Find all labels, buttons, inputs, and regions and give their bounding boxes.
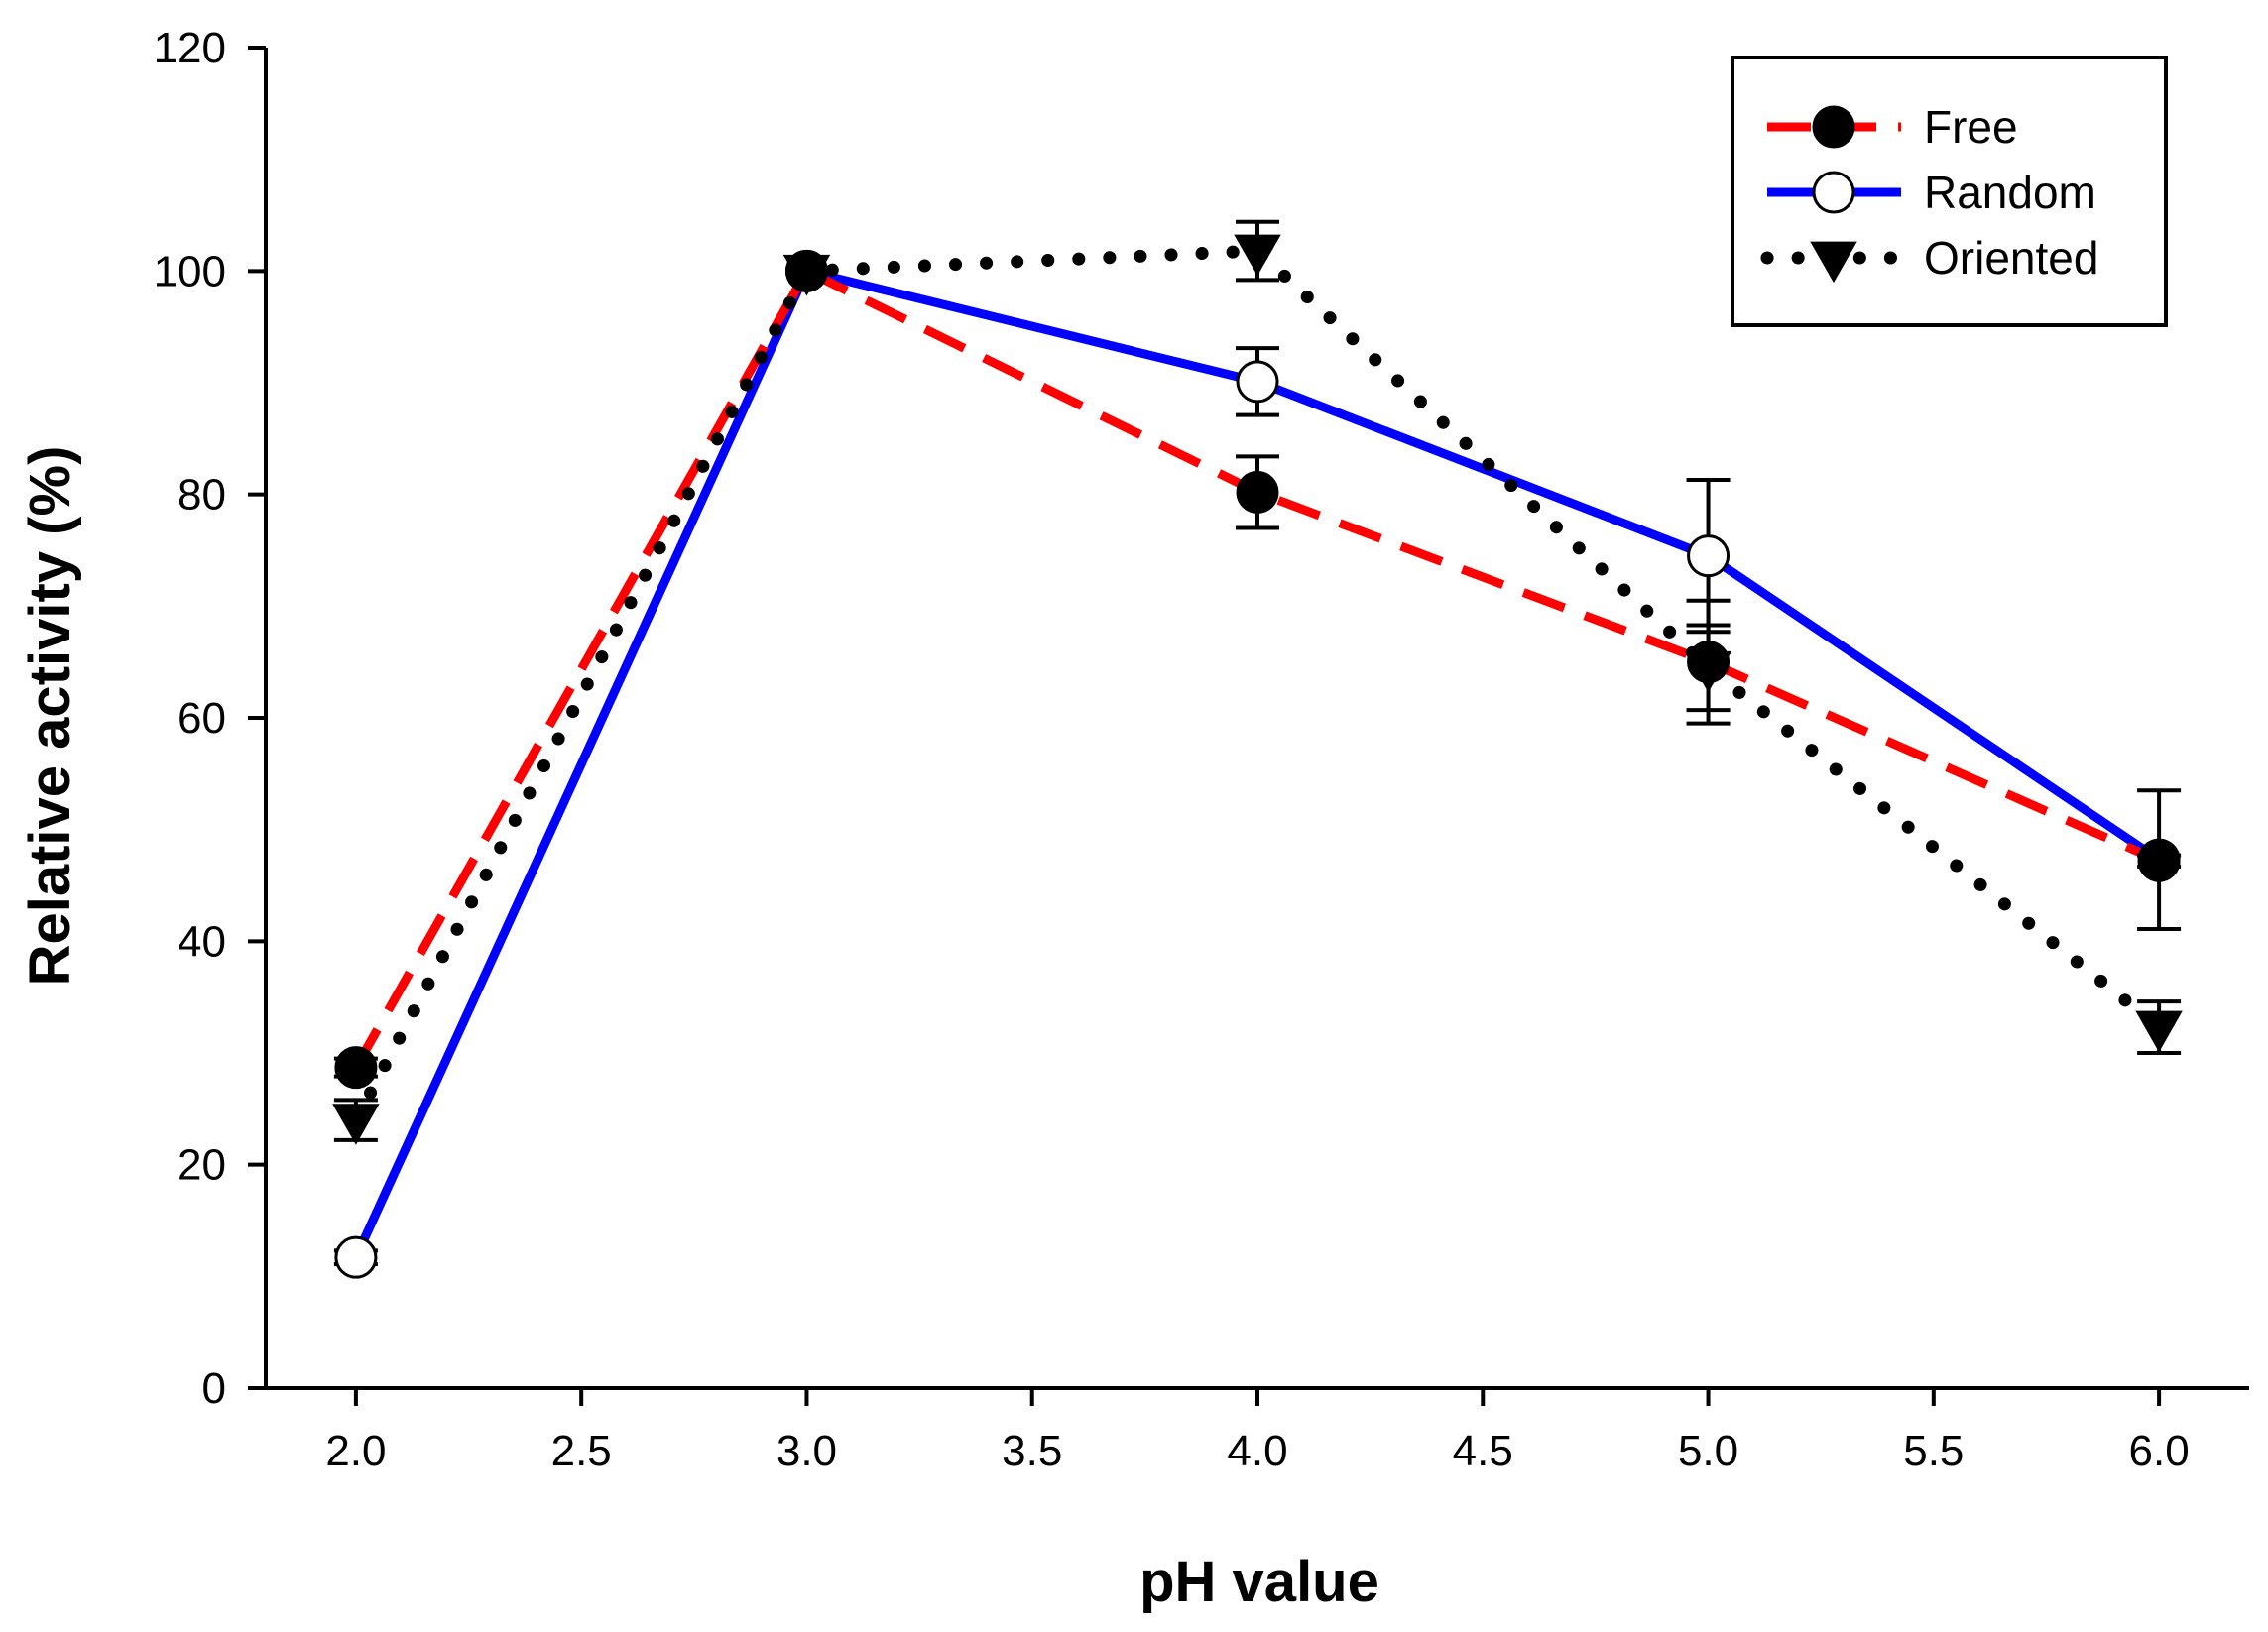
y-tick-label: 20	[178, 1141, 226, 1190]
y-tick-label: 0	[202, 1364, 226, 1413]
data-point	[1687, 534, 1731, 578]
x-tick-label: 3.0	[776, 1427, 837, 1475]
data-point	[782, 254, 831, 296]
y-tick-label: 60	[178, 694, 226, 743]
y-tick-label: 100	[154, 247, 226, 295]
legend: Free Random Oriented	[1731, 56, 2168, 327]
series-free-error-bars	[333, 454, 2182, 1079]
data-point	[334, 1235, 378, 1279]
series-oriented-markers	[332, 234, 2183, 1145]
series-random-line-group	[351, 266, 2162, 1260]
data-point	[1236, 360, 1279, 404]
x-tick-label: 3.5	[1002, 1427, 1062, 1475]
ticks: 2.0 2.5 3.0 3.5 4.0 4.5 5.0 5.5 6.0 0 20 40 60 80 100 1…	[154, 24, 2190, 1475]
legend-label: Free	[1924, 101, 2018, 153]
data-point	[2135, 1010, 2183, 1053]
x-tick-label: 2.5	[551, 1427, 612, 1475]
data-point	[332, 1104, 380, 1145]
x-tick-label: 2.0	[325, 1427, 386, 1475]
x-axis-title: pH value	[1139, 1550, 1379, 1614]
y-tick-label: 40	[178, 917, 226, 966]
series-random-line	[351, 266, 2162, 1260]
x-tick-label: 5.0	[1678, 1427, 1738, 1475]
data-point	[1684, 650, 1732, 693]
x-tick-label: 5.5	[1903, 1427, 1964, 1475]
data-point	[334, 1046, 378, 1090]
legend-item-free: Free	[1767, 101, 2018, 153]
y-axis-title: Relative activity (%)	[18, 446, 82, 987]
legend-label: Oriented	[1924, 232, 2098, 284]
legend-item-random: Random	[1767, 167, 2096, 218]
legend-item-oriented: Oriented	[1760, 232, 2098, 284]
y-tick-label: 80	[178, 471, 226, 520]
data-point	[2137, 839, 2181, 882]
data-point	[1234, 234, 1281, 277]
legend-marker	[1812, 171, 1855, 214]
legend-marker	[1812, 105, 1855, 149]
y-tick-label: 120	[154, 24, 226, 72]
x-tick-label: 4.0	[1227, 1427, 1287, 1475]
series-layer	[332, 219, 2183, 1279]
x-tick-label: 6.0	[2129, 1427, 2190, 1475]
legend-label: Random	[1924, 167, 2096, 218]
x-tick-label: 4.5	[1453, 1427, 1513, 1475]
legend-marker	[1810, 241, 1857, 284]
data-point	[1236, 470, 1279, 514]
